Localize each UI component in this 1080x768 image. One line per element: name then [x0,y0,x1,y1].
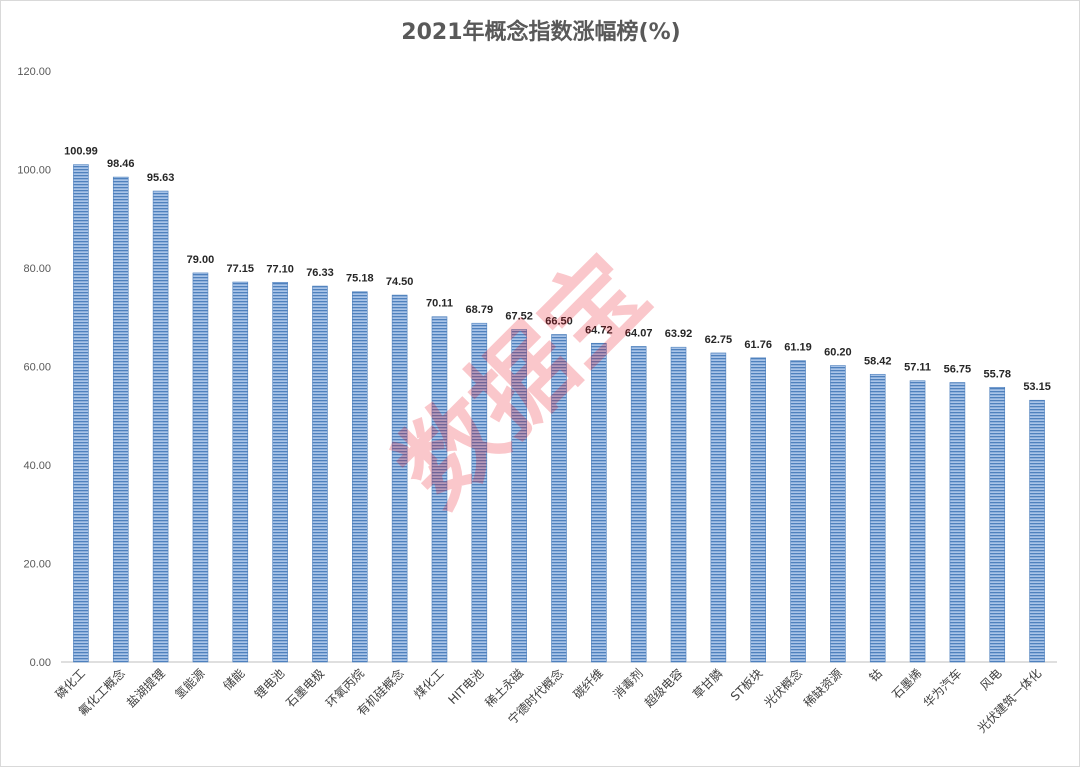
bar [351,291,368,663]
data-label: 77.15 [227,263,255,275]
bar [750,357,767,663]
bar [312,285,328,663]
data-label: 68.79 [466,304,494,316]
data-label: 58.42 [864,355,892,367]
x-tick-label: 锂电池 [251,666,287,702]
data-label: 57.11 [904,362,931,374]
bar [989,386,1006,663]
y-tick-label: 20.00 [23,559,51,571]
x-tick-label: 碳纤维 [571,666,606,701]
x-tick-label: 煤化工 [411,666,446,701]
bar [830,365,846,663]
bar [511,329,527,663]
x-tick-label: 草甘膦 [689,666,725,702]
bar [73,164,89,663]
bar [1029,399,1045,663]
data-label: 98.46 [107,158,135,170]
data-label: 56.75 [944,364,972,376]
y-tick-label: 0.00 [30,657,51,669]
x-tick-label: ST板块 [728,666,765,703]
bars-group [73,164,1045,663]
data-label: 66.50 [545,315,573,327]
bar [630,346,647,663]
data-label: 61.76 [744,339,772,351]
bar [391,294,408,663]
bar [710,352,727,663]
x-tick-label: 风电 [977,666,1004,693]
x-tick-label: 储能 [220,666,248,694]
data-label: 79.00 [187,254,215,266]
x-tick-label: 超级电容 [641,666,686,711]
bar [232,281,249,663]
x-tick-label: 氢能源 [171,666,207,702]
bar [471,322,488,663]
y-tick-label: 100.00 [17,165,51,177]
y-tick-label: 120.00 [17,66,51,78]
data-label: 76.33 [306,267,334,279]
x-tick-label: 石墨烯 [889,666,924,701]
bar [869,373,886,663]
x-tick-label: 盐湖提锂 [123,666,168,711]
bar [431,316,448,663]
data-label: 64.07 [625,327,653,339]
x-tick-label: 磷化工 [52,666,88,702]
bar [670,346,687,663]
bar [790,360,806,663]
data-label: 70.11 [426,298,453,310]
data-label: 60.20 [824,347,852,359]
x-tick-label: HIT电池 [445,666,486,707]
data-label: 77.10 [266,263,294,275]
chart-title: 2021年概念指数涨幅榜(%) [401,19,680,45]
bar [272,281,288,663]
data-label: 63.92 [665,328,693,340]
x-tick-label: 光伏概念 [761,666,806,711]
data-label: 100.99 [64,146,98,158]
x-tick-label: 稀缺资源 [800,666,845,711]
data-label: 62.75 [705,334,733,346]
data-label: 75.18 [346,273,374,285]
data-label: 55.78 [983,368,1011,380]
x-tick-label: 华为汽车 [920,666,965,711]
data-label: 64.72 [585,324,613,336]
bar [949,382,966,663]
bar [192,272,209,663]
data-label: 95.63 [147,172,175,184]
x-tick-label: 钴 [866,666,885,685]
data-label: 61.19 [784,342,812,354]
x-tick-label: 石墨电极 [283,666,327,710]
x-tick-label: 消毒剂 [610,666,646,702]
data-label: 67.52 [505,310,533,322]
y-tick-label: 60.00 [23,362,51,374]
bar [591,342,607,663]
y-tick-label: 40.00 [23,460,51,472]
bar [551,334,567,663]
data-label: 53.15 [1023,381,1051,393]
bar [152,190,169,663]
y-axis: 0.00 20.00 40.00 60.00 80.00 100.00 120.00 [17,66,51,669]
data-labels-group: 100.99 98.46 95.63 79.00 77.15 77.10 76.33 75.1… [64,146,1051,394]
bar [112,176,129,663]
y-tick-label: 80.00 [23,263,51,275]
data-label: 74.50 [386,276,414,288]
bar [909,380,926,663]
